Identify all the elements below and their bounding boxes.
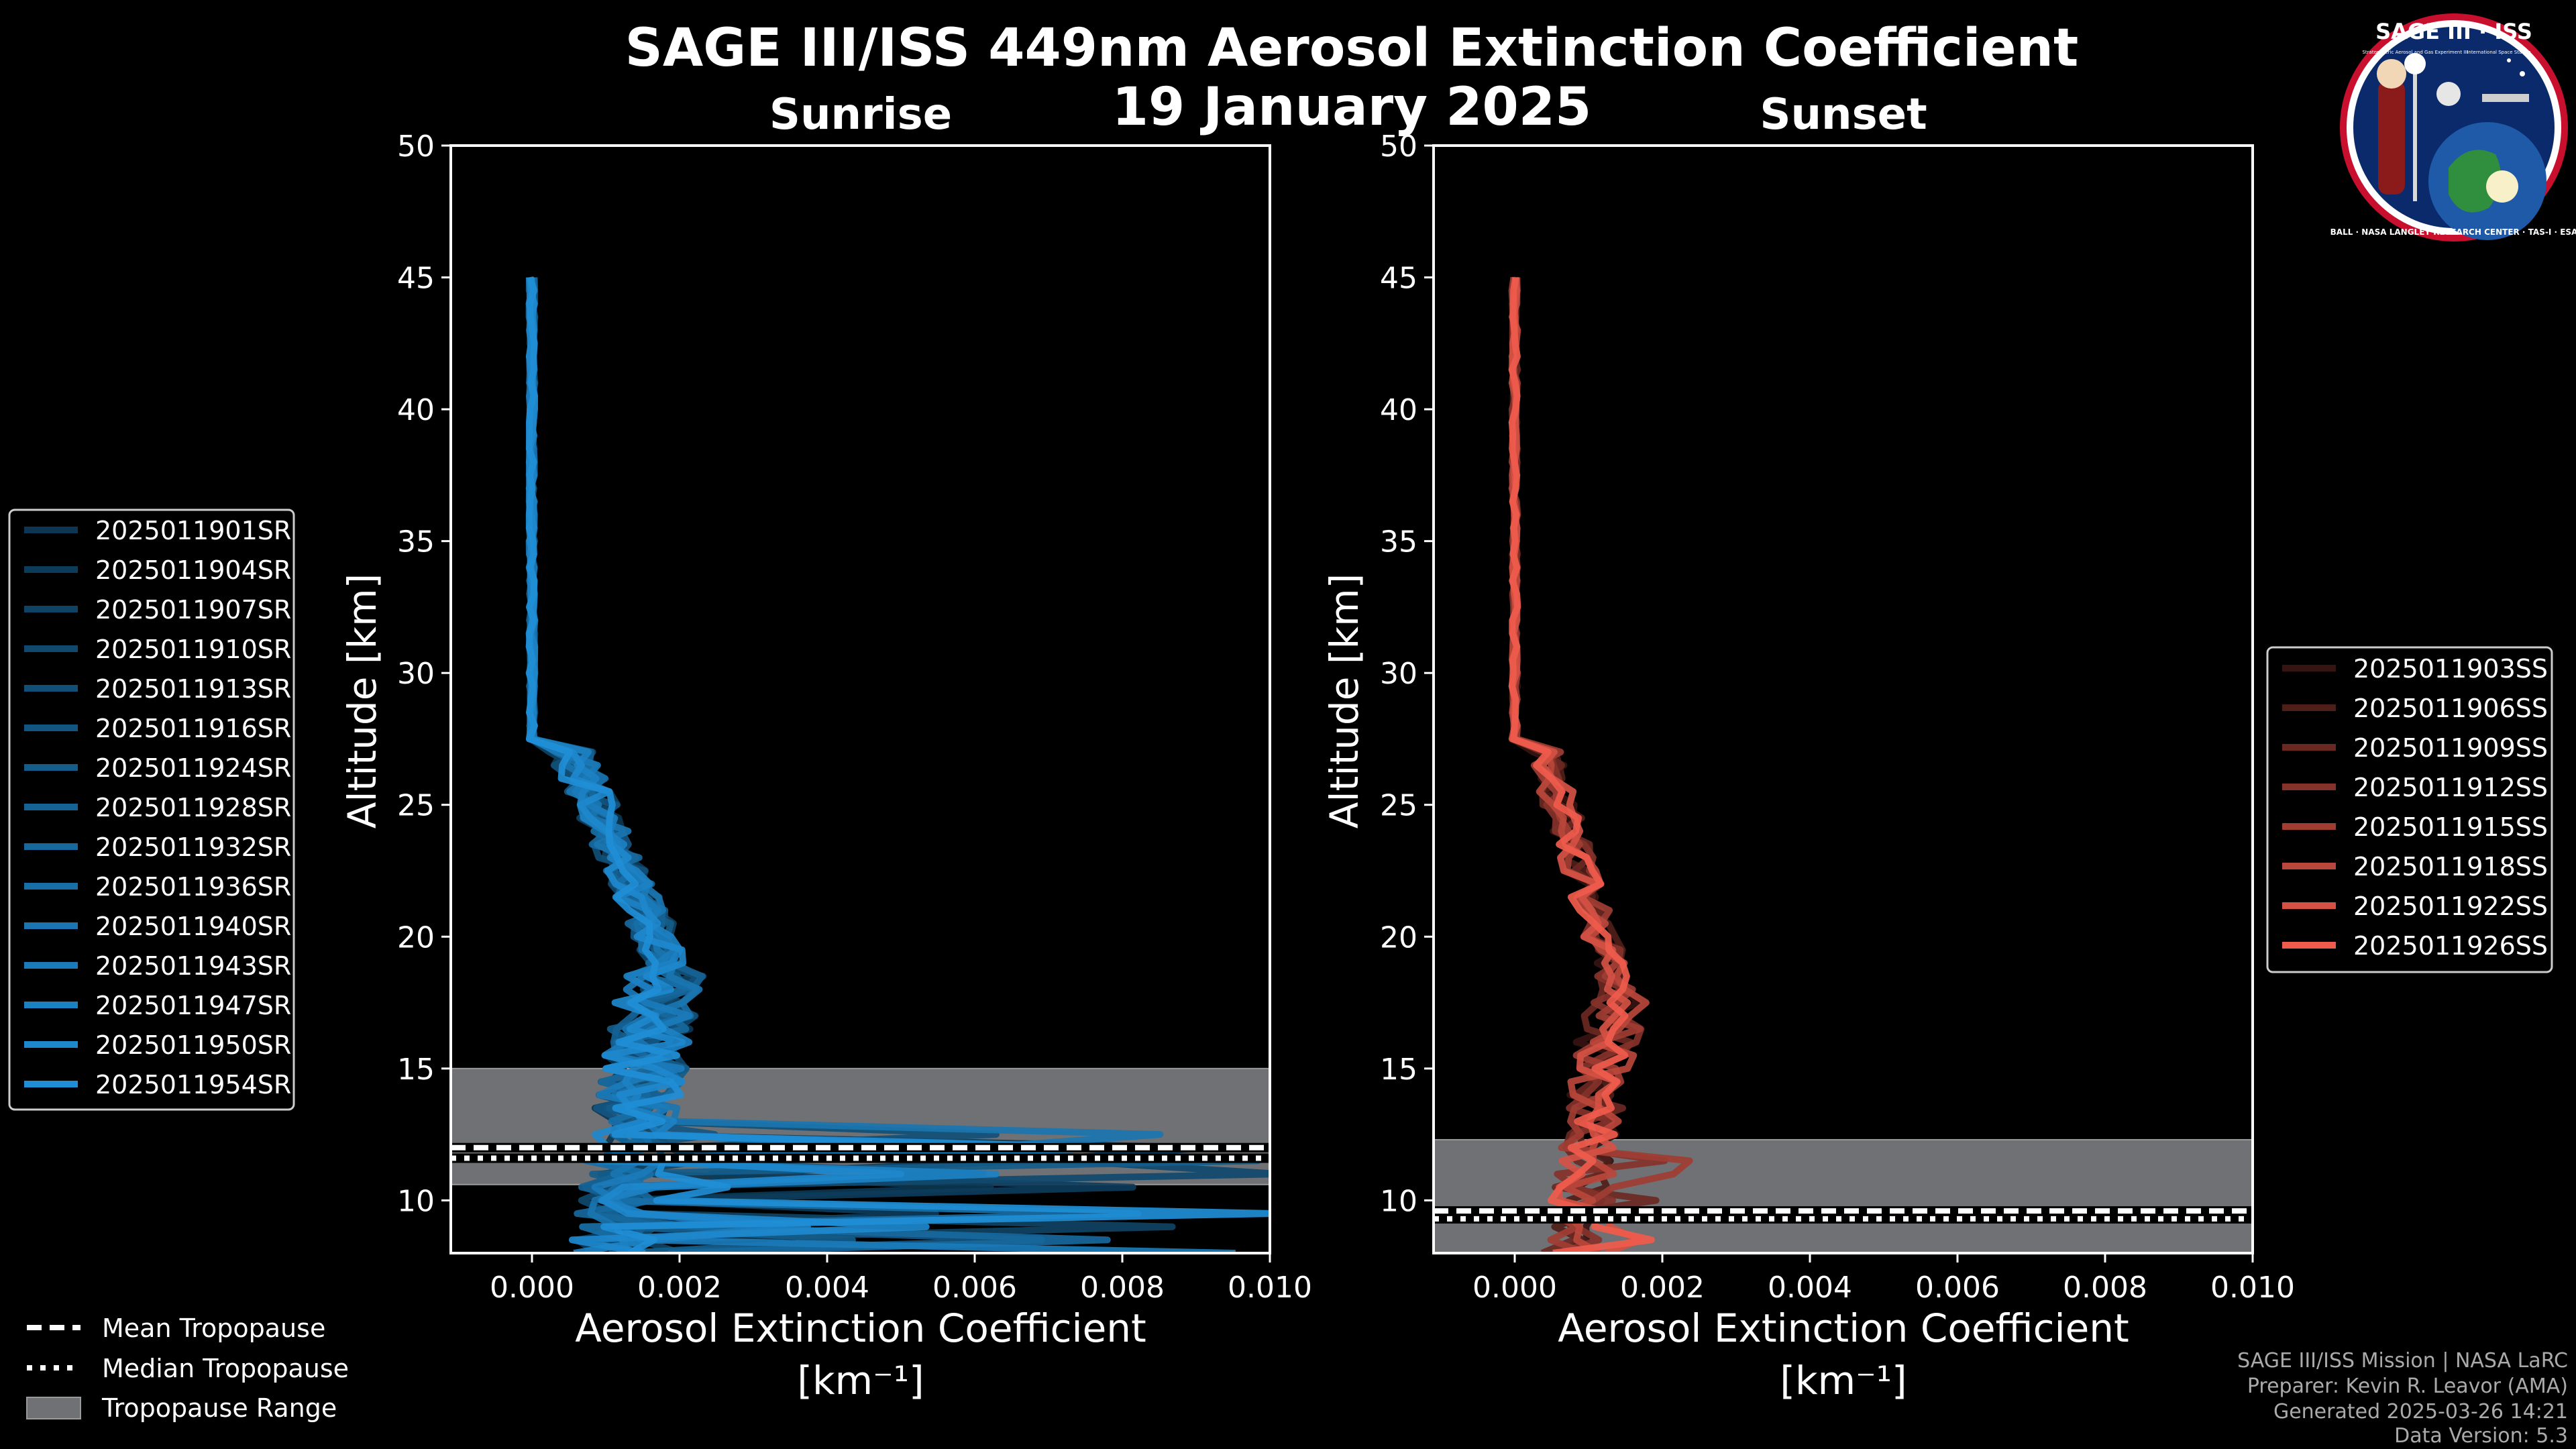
- sunset-profiles: [1434, 276, 2253, 1253]
- logo-subtext-2: International Space Station: [2467, 50, 2530, 55]
- sunrise-ytick-label: 50: [397, 129, 435, 164]
- sunrise-ytick-label: 45: [397, 262, 435, 296]
- sunset-xtick-label: 0.002: [1620, 1271, 1705, 1305]
- sunrise-xtick-label: 0.006: [932, 1271, 1017, 1305]
- sunset-ytick-label: 30: [1380, 657, 1417, 691]
- sunset-legend-label: 2025011909SS: [2353, 733, 2548, 763]
- sunrise-title: Sunrise: [769, 90, 952, 140]
- sunset-legend-label: 2025011922SS: [2353, 892, 2548, 921]
- sunrise-ytick-label: 25: [397, 789, 435, 823]
- sunset-ytick-label: 45: [1380, 262, 1417, 296]
- sunrise-xtick-label: 0.010: [1228, 1271, 1312, 1305]
- sunrise-legend-label: 2025011936SR: [95, 872, 291, 902]
- median-tropopause-label: Median Tropopause: [102, 1354, 349, 1383]
- credit-mission: SAGE III/ISS Mission | NASA LaRC: [2237, 1349, 2568, 1373]
- sunrise-ytick-label: 30: [397, 657, 435, 691]
- logo-subtext-1: Stratospheric Aerosol and Gas Experiment…: [2362, 50, 2467, 55]
- sunrise-xtick-label: 0.004: [785, 1271, 869, 1305]
- logo-ring-text: BALL · NASA LANGLEY RESEARCH CENTER · TA…: [2330, 227, 2576, 237]
- sunset-legend-label: 2025011915SS: [2353, 812, 2548, 842]
- sunrise-legend-label: 2025011913SR: [95, 674, 291, 704]
- credit-preparer: Preparer: Kevin R. Leavor (AMA): [2247, 1375, 2568, 1398]
- sunrise-profile-2025011954SR: [525, 276, 1270, 1253]
- sunrise-ytick-label: 20: [397, 920, 435, 955]
- sunset-profile-2025011926SS: [1508, 276, 1655, 1253]
- sunset-x-axis-unit: [km⁻¹]: [1780, 1358, 1907, 1403]
- sunrise-legend-label: 2025011907SR: [95, 595, 291, 625]
- sunset-ytick-label: 35: [1380, 525, 1417, 559]
- sunset-ytick-label: 15: [1380, 1053, 1417, 1087]
- sunrise-legend-label: 2025011950SR: [95, 1030, 291, 1060]
- sunset-ytick-label: 25: [1380, 789, 1417, 823]
- sunrise-panel: Sunrise 10 15 20 25 30 35 40 45 50 0.000 0.002 0.00…: [339, 90, 1312, 1403]
- tropopause-range-label: Tropopause Range: [101, 1393, 337, 1423]
- sunrise-legend-label: 2025011954SR: [95, 1070, 291, 1099]
- figure-date: 19 January 2025: [1112, 77, 1592, 138]
- sage-iii-iss-logo: SAGE III · ISS Stratospheric Aerosol and…: [2330, 13, 2576, 241]
- sunrise-legend-label: 2025011947SR: [95, 991, 291, 1020]
- sunset-ytick-label: 50: [1380, 129, 1417, 164]
- sunrise-ytick-label: 35: [397, 525, 435, 559]
- sunset-xtick-label: 0.006: [1915, 1271, 2000, 1305]
- tropopause-legend: Mean Tropopause Median Tropopause Tropop…: [26, 1313, 349, 1423]
- sunrise-legend-label: 2025011916SR: [95, 714, 291, 743]
- sunrise-legend-label: 2025011940SR: [95, 912, 291, 941]
- sunset-legend-label: 2025011906SS: [2353, 694, 2548, 723]
- sunrise-plot-frame: [449, 144, 1271, 1254]
- sunset-xtick-label: 0.000: [1472, 1271, 1557, 1305]
- sunrise-legend-label: 2025011943SR: [95, 951, 291, 981]
- sunrise-x-axis-label: Aerosol Extinction Coefficient: [575, 1305, 1146, 1351]
- sunrise-ytick-label: 15: [397, 1053, 435, 1087]
- credit-generated: Generated 2025-03-26 14:21: [2273, 1400, 2568, 1424]
- sunset-ytick-label: 20: [1380, 920, 1417, 955]
- credits: SAGE III/ISS Mission | NASA LaRC Prepare…: [2237, 1349, 2568, 1448]
- sunset-legend-label: 2025011926SS: [2353, 931, 2548, 961]
- sunrise-legend-label: 2025011901SR: [95, 516, 291, 545]
- sunrise-legend-label: 2025011924SR: [95, 753, 291, 783]
- sunset-legend-label: 2025011912SS: [2353, 773, 2548, 802]
- sunset-panel: Sunset 10 15 20 25 30 35 40 45 50 0.000 0.002 0.004…: [1322, 90, 2295, 1403]
- sunset-y-axis-label: Altitude [km]: [1322, 574, 1367, 828]
- sunrise-legend-label: 2025011904SR: [95, 555, 291, 585]
- sunrise-y-axis-label: Altitude [km]: [339, 574, 385, 828]
- sunrise-ytick-label: 10: [397, 1184, 435, 1218]
- sunrise-x-axis-unit: [km⁻¹]: [797, 1358, 924, 1403]
- mean-tropopause-label: Mean Tropopause: [102, 1313, 325, 1343]
- sunrise-legend-label: 2025011910SR: [95, 635, 291, 664]
- sunrise-legend: 2025011901SR 2025011904SR 2025011907SR 2025…: [8, 508, 295, 1111]
- sunset-legend-label: 2025011903SS: [2353, 654, 2548, 684]
- sunrise-legend-label: 2025011932SR: [95, 833, 291, 862]
- sunset-xtick-label: 0.008: [2063, 1271, 2147, 1305]
- sunrise-xtick-label: 0.002: [637, 1271, 722, 1305]
- logo-text: SAGE III · ISS: [2375, 19, 2532, 44]
- sunset-title: Sunset: [1760, 90, 1927, 140]
- tropopause-range-swatch: [26, 1397, 81, 1419]
- sunset-legend-label: 2025011918SS: [2353, 852, 2548, 881]
- sunset-legend: 2025011903SS 2025011906SS 2025011909SS 2025…: [2266, 646, 2553, 973]
- sunset-x-axis-label: Aerosol Extinction Coefficient: [1558, 1305, 2129, 1351]
- sunset-ytick-label: 40: [1380, 393, 1417, 427]
- sunset-xtick-label: 0.004: [1768, 1271, 1852, 1305]
- sunset-plot-frame: [1432, 144, 2254, 1254]
- sunrise-ytick-label: 40: [397, 393, 435, 427]
- sunrise-xtick-label: 0.008: [1080, 1271, 1165, 1305]
- sunrise-legend-label: 2025011928SR: [95, 793, 291, 822]
- figure-title: SAGE III/ISS 449nm Aerosol Extinction Co…: [625, 18, 2079, 78]
- sunrise-profiles: [451, 276, 1270, 1253]
- sunset-ytick-label: 10: [1380, 1184, 1417, 1218]
- sunrise-xtick-label: 0.000: [490, 1271, 574, 1305]
- sunset-xtick-label: 0.010: [2210, 1271, 2295, 1305]
- credit-version: Data Version: 5.3: [2394, 1424, 2568, 1448]
